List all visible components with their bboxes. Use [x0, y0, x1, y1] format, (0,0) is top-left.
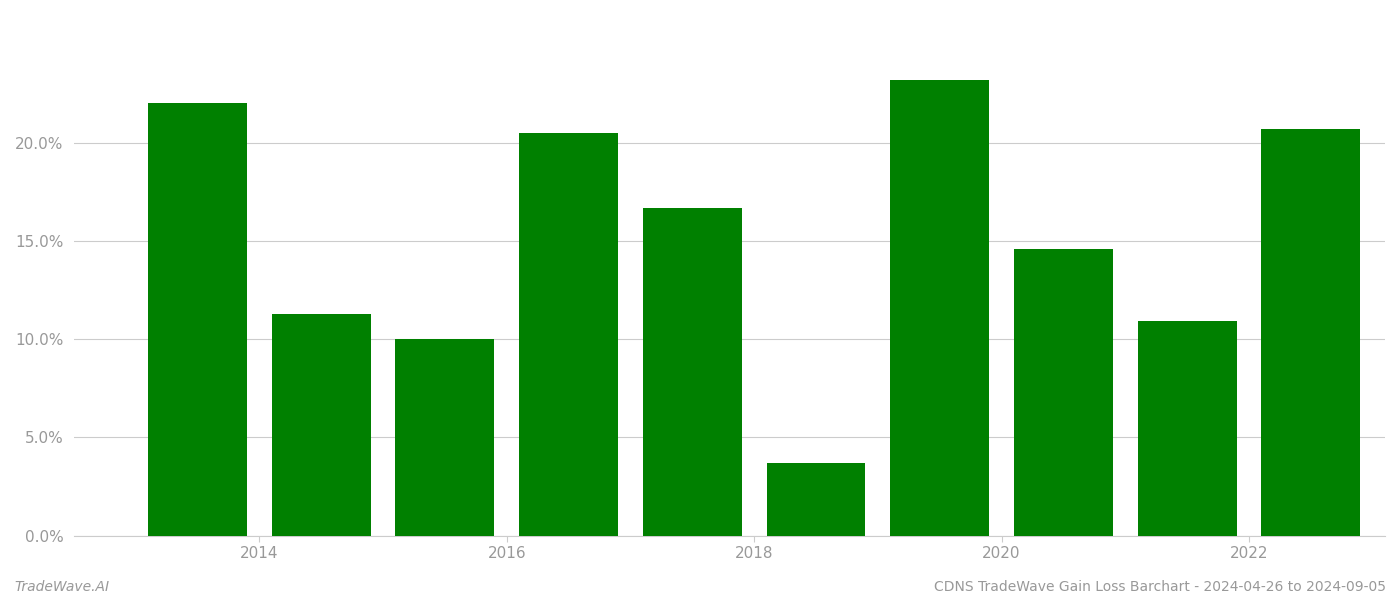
Bar [395, 339, 494, 536]
Bar [890, 80, 990, 536]
Bar [1138, 322, 1236, 536]
Bar [767, 463, 865, 536]
Bar [1014, 249, 1113, 536]
Text: TradeWave.AI: TradeWave.AI [14, 580, 109, 594]
Bar [272, 314, 371, 536]
Bar [1261, 129, 1361, 536]
Text: CDNS TradeWave Gain Loss Barchart - 2024-04-26 to 2024-09-05: CDNS TradeWave Gain Loss Barchart - 2024… [934, 580, 1386, 594]
Bar [519, 133, 617, 536]
Bar [148, 103, 246, 536]
Bar [643, 208, 742, 536]
